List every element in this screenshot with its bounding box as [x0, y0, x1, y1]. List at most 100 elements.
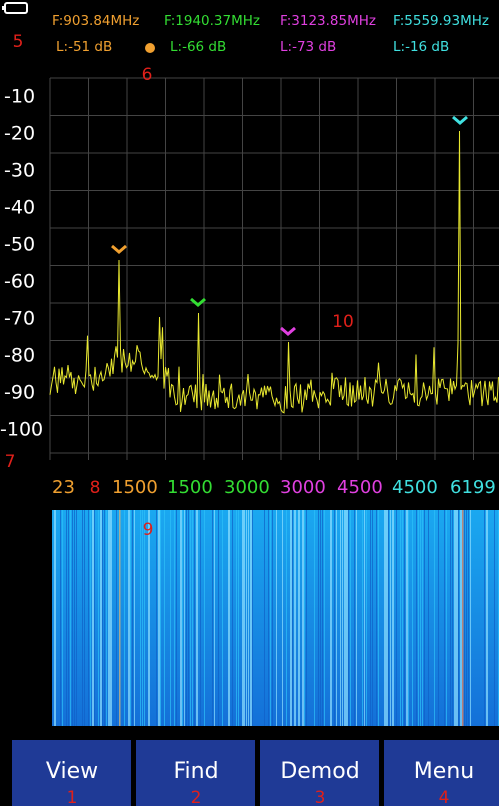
waterfall-stripe — [270, 510, 271, 726]
freq-label: 23 — [52, 477, 75, 498]
waterfall-stripe — [456, 510, 458, 726]
level-label: -10 — [4, 86, 35, 108]
waterfall-stripe — [142, 510, 143, 726]
screen: -10-20-30-40-50-60-70-80-90-100F:903.84M… — [0, 0, 499, 806]
waterfall-stripe — [82, 510, 83, 726]
waterfall-stripe — [484, 510, 485, 726]
waterfall-stripe — [60, 510, 61, 726]
waterfall-stripe — [322, 510, 323, 726]
waterfall-stripe — [466, 510, 467, 726]
waterfall-stripe — [70, 510, 71, 726]
marker-level: L:-16 dB — [393, 39, 449, 55]
waterfall-stripe — [412, 510, 413, 726]
waterfall-stripe — [292, 510, 293, 726]
waterfall-stripe — [264, 510, 265, 726]
menu-button-label[interactable]: Menu — [414, 759, 474, 784]
waterfall-stripe — [119, 510, 121, 726]
callout-number: 6 — [142, 65, 153, 85]
waterfall-stripe — [218, 510, 219, 726]
level-label: -30 — [4, 160, 35, 182]
waterfall-stripe — [420, 510, 421, 726]
level-label: -60 — [4, 271, 35, 293]
waterfall-stripe — [366, 510, 367, 726]
marker-level: L:-51 dB — [56, 39, 112, 55]
waterfall-stripe — [404, 510, 405, 726]
waterfall-stripe — [134, 510, 135, 726]
waterfall-stripe — [110, 510, 112, 726]
waterfall-stripe — [388, 510, 389, 726]
waterfall-stripe — [408, 510, 409, 726]
level-label: -80 — [4, 345, 35, 367]
waterfall-stripe — [268, 510, 269, 726]
waterfall-stripe — [406, 510, 408, 726]
waterfall-stripe — [192, 510, 193, 726]
waterfall-stripe — [242, 510, 244, 726]
waterfall-stripe — [422, 510, 423, 726]
waterfall-stripe — [468, 510, 469, 726]
waterfall-stripe — [378, 510, 379, 726]
level-label: -40 — [4, 197, 35, 219]
waterfall-stripe — [164, 510, 165, 726]
waterfall-stripe — [182, 510, 183, 726]
waterfall-stripe — [98, 510, 99, 726]
waterfall-stripe — [106, 510, 107, 726]
marker-level: L:-73 dB — [280, 39, 336, 55]
waterfall-stripe — [190, 510, 191, 726]
waterfall-stripe — [396, 510, 397, 726]
waterfall-stripe — [130, 510, 131, 726]
waterfall-stripe — [290, 510, 292, 726]
waterfall-stripe — [342, 510, 343, 726]
waterfall-stripe — [76, 510, 77, 726]
waterfall-stripe — [462, 510, 464, 726]
marker-dot — [145, 43, 155, 53]
freq-label: 4500 — [337, 477, 383, 498]
waterfall-stripe — [302, 510, 304, 726]
waterfall-stripe — [94, 510, 95, 726]
waterfall-stripe — [486, 510, 488, 726]
waterfall-stripe — [194, 510, 195, 726]
waterfall-stripe — [304, 510, 305, 726]
waterfall-stripe — [370, 510, 371, 726]
menu-button-label[interactable]: Demod — [280, 759, 359, 784]
waterfall-stripe — [246, 510, 247, 726]
waterfall-stripe — [402, 510, 403, 726]
level-label: -50 — [4, 234, 35, 256]
waterfall-stripe — [364, 510, 365, 726]
waterfall-stripe — [386, 510, 388, 726]
waterfall-stripe — [132, 510, 133, 726]
freq-label: 1500 — [167, 477, 213, 498]
waterfall-stripe — [346, 510, 348, 726]
freq-label: 4500 — [392, 477, 438, 498]
waterfall-stripe — [454, 510, 456, 726]
marker-freq: F:903.84MHz — [52, 13, 139, 29]
waterfall-stripe — [200, 510, 201, 726]
waterfall-stripe — [416, 510, 417, 726]
marker-freq: F:1940.37MHz — [164, 13, 260, 29]
waterfall-stripe — [186, 510, 187, 726]
waterfall-stripe — [124, 510, 125, 726]
waterfall-stripe — [330, 510, 332, 726]
waterfall-stripe — [340, 510, 341, 726]
freq-label: 3000 — [280, 477, 326, 498]
menu-button-label[interactable]: Find — [173, 759, 218, 784]
waterfall-stripe — [376, 510, 377, 726]
menu-button-label[interactable]: View — [46, 759, 98, 784]
waterfall-stripe — [238, 510, 239, 726]
waterfall-stripe — [276, 510, 277, 726]
waterfall-stripe — [286, 510, 287, 726]
waterfall-stripe — [116, 510, 117, 726]
waterfall-stripe — [452, 510, 453, 726]
waterfall-stripe — [72, 510, 73, 726]
freq-label: 1500 — [112, 477, 158, 498]
waterfall-stripe — [392, 510, 394, 726]
marker-level: L:-66 dB — [170, 39, 226, 55]
waterfall-stripe — [362, 510, 363, 726]
waterfall-stripe — [180, 510, 182, 726]
waterfall-stripe — [450, 510, 451, 726]
waterfall-stripe — [204, 510, 205, 726]
waterfall-stripe — [170, 510, 171, 726]
marker-freq: F:5559.93MHz — [393, 13, 489, 29]
callout-number: 10 — [332, 312, 354, 332]
waterfall-stripe — [424, 510, 425, 726]
waterfall-stripe — [418, 510, 419, 726]
